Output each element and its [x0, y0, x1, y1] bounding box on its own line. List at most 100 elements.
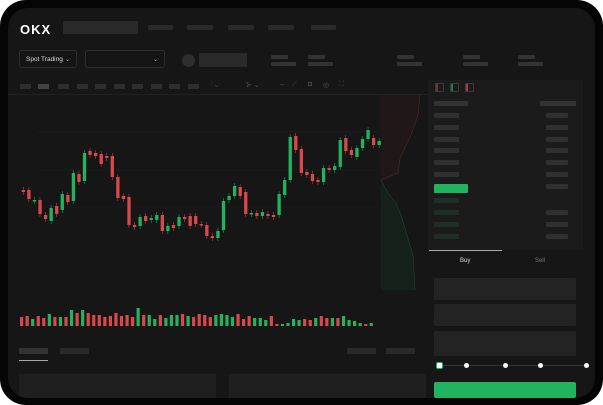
nav-item[interactable]: [228, 25, 254, 30]
volume-bar: [86, 313, 90, 326]
app-screen: OKX Spot Trading ⌄ ⌄ ⫶ ⌄ ⊱ ⌄ ∼ ⟋ ◘ ◎ ⛶: [8, 8, 595, 398]
bid-amount: [546, 210, 568, 215]
candle-type-icon[interactable]: ⫶ ⌄: [211, 81, 219, 88]
timeframe-button[interactable]: [132, 84, 143, 89]
candle: [194, 216, 198, 224]
ask-amount: [546, 125, 568, 130]
volume-bar: [364, 324, 368, 326]
nav-item[interactable]: [268, 25, 294, 30]
filter-button[interactable]: [347, 348, 376, 354]
orderbook-both-icon[interactable]: [435, 83, 444, 92]
candle: [294, 136, 298, 150]
ask-amount: [546, 113, 568, 118]
pair-dropdown[interactable]: ⌄: [85, 50, 165, 68]
slider-handle[interactable]: [436, 362, 443, 369]
volume-bar: [253, 318, 257, 326]
candle: [99, 154, 103, 164]
nav-item[interactable]: [311, 25, 336, 30]
timeframe-button[interactable]: [114, 84, 125, 89]
settings-icon[interactable]: ◎: [323, 82, 330, 89]
volume-bar: [25, 316, 29, 326]
stat-label: [518, 55, 535, 59]
tab-order-history[interactable]: [60, 348, 89, 354]
candle: [160, 215, 164, 231]
candle: [305, 172, 309, 175]
candle: [105, 156, 109, 158]
buy-tab-indicator: [429, 250, 502, 251]
price-input[interactable]: [434, 278, 576, 300]
ask-amount: [546, 148, 568, 153]
volume-bar: [164, 318, 168, 326]
slider-step[interactable]: [464, 363, 469, 368]
coin-icon: [182, 54, 195, 67]
slider-step[interactable]: [584, 363, 589, 368]
draw-line-icon[interactable]: ∼: [279, 82, 285, 89]
candle: [116, 177, 120, 198]
amount-input[interactable]: [434, 304, 576, 326]
divider: [8, 94, 428, 95]
volume-bar: [247, 316, 251, 326]
timeframe-button[interactable]: [95, 84, 106, 89]
candle: [55, 206, 59, 214]
orderbook-bids-icon[interactable]: [450, 83, 459, 92]
depth-asks-area: [381, 95, 420, 180]
tab-open-orders[interactable]: [19, 348, 48, 354]
buy-button[interactable]: [434, 382, 576, 398]
leverage-slider[interactable]: [439, 365, 587, 366]
volume-bar: [336, 318, 340, 326]
sell-tab[interactable]: Sell: [535, 258, 546, 264]
timeframe-button[interactable]: [77, 84, 88, 89]
search-bar[interactable]: [63, 21, 138, 34]
volume-bar: [192, 317, 196, 326]
market-type-dropdown[interactable]: Spot Trading ⌄: [19, 50, 77, 68]
filter-button[interactable]: [386, 348, 415, 354]
candle: [377, 141, 381, 145]
volume-bar: [147, 315, 151, 326]
timeframe-button[interactable]: [151, 84, 162, 89]
bid-amount: [546, 234, 568, 239]
timeframe-button[interactable]: [20, 84, 31, 89]
volume-bar: [53, 317, 57, 326]
indicator-icon[interactable]: ⊱ ⌄: [246, 82, 260, 89]
volume-bar: [308, 320, 312, 326]
volume-bar: [47, 314, 51, 326]
orderbook-asks-icon[interactable]: [465, 83, 474, 92]
slider-step[interactable]: [538, 363, 543, 368]
bid-price: [434, 198, 459, 203]
bid-price: [434, 234, 459, 239]
okx-logo[interactable]: OKX: [20, 22, 52, 37]
volume-bar: [36, 316, 40, 326]
nav-item[interactable]: [187, 25, 213, 30]
volume-bar: [275, 324, 279, 326]
fullscreen-icon[interactable]: ⛶: [339, 81, 344, 88]
candle: [271, 215, 276, 217]
orderbook-header-amount: [540, 101, 576, 106]
timeframe-button[interactable]: [38, 84, 49, 89]
timeframe-button[interactable]: [58, 84, 69, 89]
slider-step[interactable]: [503, 363, 508, 368]
candle: [288, 137, 292, 180]
candle: [360, 139, 365, 148]
buy-tab[interactable]: Buy: [460, 258, 471, 264]
ask-amount: [546, 137, 568, 142]
ask-price: [434, 160, 459, 165]
candle: [333, 166, 337, 170]
nav-item[interactable]: [148, 25, 173, 30]
candle: [77, 174, 81, 182]
volume-bar: [186, 316, 190, 326]
ruler-icon[interactable]: ⟋: [292, 81, 297, 88]
camera-icon[interactable]: ◘: [308, 81, 313, 88]
total-input[interactable]: [434, 331, 576, 356]
volume-bar: [64, 317, 68, 326]
volume-bar: [269, 316, 273, 326]
candlestick-chart[interactable]: [8, 95, 428, 335]
timeframe-button[interactable]: [188, 84, 199, 89]
order-book: [428, 80, 583, 250]
volume-bar: [303, 319, 307, 326]
chevron-down-icon: ⌄: [64, 56, 70, 63]
candle: [355, 148, 359, 157]
bid-price: [434, 222, 459, 227]
stat-label: [397, 55, 414, 59]
timeframe-button[interactable]: [169, 84, 180, 89]
candle: [216, 231, 220, 238]
